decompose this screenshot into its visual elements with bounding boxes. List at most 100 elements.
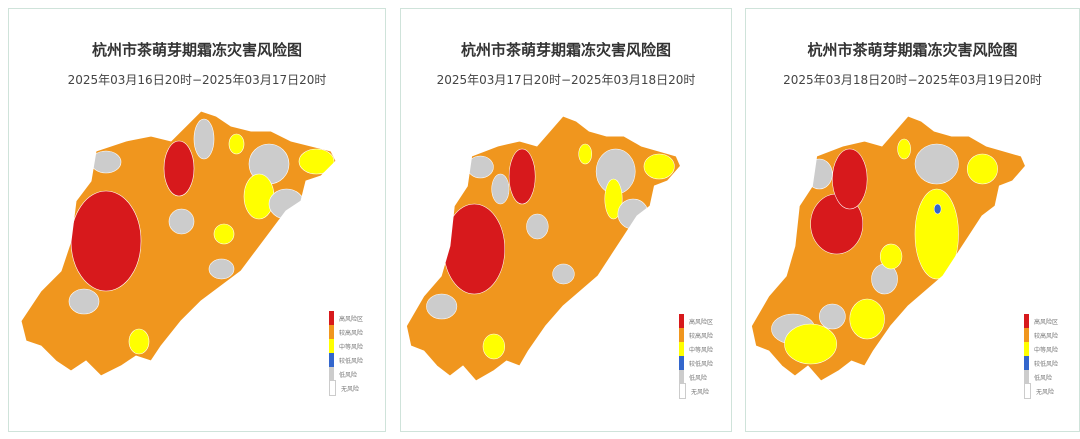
legend-item: 高风险区 [679, 314, 729, 328]
legend-label: 低风险 [339, 371, 358, 379]
boundary [20, 110, 337, 377]
legend-label: 高风险区 [339, 315, 364, 323]
risk-area [298, 148, 335, 175]
legend-swatch [329, 339, 334, 353]
legend-swatch [329, 380, 336, 396]
risk-area [508, 148, 536, 205]
legend-swatch [1024, 356, 1029, 370]
legend-item: 高风险区 [329, 311, 379, 325]
legend-label: 较低风险 [1034, 360, 1059, 368]
map-panel-1: 杭州市茶萌芽期霜冻灾害风险图 2025年03月16日20时−2025年03月17… [8, 8, 386, 432]
risk-area [193, 118, 215, 160]
legend-label: 无风险 [691, 388, 710, 396]
map-title: 杭州市茶萌芽期霜冻灾害风险图 [91, 41, 302, 59]
map-subtitle: 2025年03月18日20时−2025年03月19日20时 [783, 73, 1042, 87]
legend-label: 较低风险 [689, 360, 714, 368]
map-subtitle: 2025年03月16日20时−2025年03月17日20时 [67, 73, 327, 87]
risk-area [849, 298, 885, 340]
legend-item: 低风险 [1024, 370, 1074, 384]
risk-area [213, 223, 235, 245]
legend-item: 中等风险 [329, 339, 379, 353]
legend-swatch [679, 342, 684, 356]
legend-item: 无风险 [679, 383, 729, 399]
legend-item: 中等风险 [1024, 342, 1074, 356]
legend-item: 较高风险 [1024, 328, 1074, 342]
legend: 高风险区较高风险中等风险较低风险低风险无风险 [679, 314, 729, 399]
legend-item: 高风险区 [1024, 314, 1074, 328]
risk-map [20, 110, 337, 377]
risk-area [819, 303, 846, 330]
legend-swatch [679, 383, 686, 399]
risk-area [643, 153, 675, 180]
risk-area [128, 328, 150, 355]
legend-swatch [1024, 342, 1029, 356]
legend-swatch [1024, 383, 1031, 399]
legend-swatch [679, 356, 684, 370]
legend-label: 较高风险 [339, 329, 364, 337]
risk-area [482, 333, 506, 360]
legend-item: 较低风险 [679, 356, 729, 370]
legend-item: 较高风险 [679, 328, 729, 342]
risk-area [914, 143, 959, 185]
risk-area [604, 178, 623, 220]
legend-item: 低风险 [679, 370, 729, 384]
risk-area [832, 148, 868, 210]
risk-map [750, 115, 1027, 382]
legend-label: 中等风险 [339, 343, 364, 351]
legend-label: 较低风险 [339, 357, 364, 365]
legend-swatch [329, 353, 334, 367]
legend-label: 较高风险 [1034, 332, 1059, 340]
legend-swatch [679, 314, 684, 328]
legend-label: 无风险 [341, 385, 360, 393]
risk-area [784, 323, 837, 365]
legend-swatch [1024, 314, 1029, 328]
legend: 高风险区较高风险中等风险较低风险低风险无风险 [329, 311, 379, 396]
risk-area [617, 198, 649, 230]
risk-area [168, 208, 195, 235]
risk-area [966, 153, 998, 185]
risk-area [933, 203, 942, 215]
legend-label: 高风险区 [689, 318, 714, 326]
risk-area [578, 143, 593, 165]
legend-item: 无风险 [329, 380, 379, 396]
legend-label: 高风险区 [1034, 318, 1059, 326]
legend-swatch [329, 311, 334, 325]
map-panel-3: 杭州市茶萌芽期霜冻灾害风险图 2025年03月18日20时−2025年03月19… [745, 8, 1080, 432]
risk-map [405, 115, 682, 382]
risk-area [897, 138, 911, 160]
legend-swatch [1024, 328, 1029, 342]
map-panel-2: 杭州市茶萌芽期霜冻灾害风险图 2025年03月17日20时−2025年03月18… [400, 8, 732, 432]
legend-label: 无风险 [1036, 388, 1055, 396]
legend-swatch [329, 367, 334, 381]
risk-area [805, 158, 833, 190]
risk-area [426, 293, 458, 320]
legend-item: 无风险 [1024, 383, 1074, 399]
risk-area [243, 173, 275, 220]
legend-label: 低风险 [1034, 374, 1053, 382]
legend-label: 中等风险 [689, 346, 714, 354]
map-subtitle: 2025年03月17日20时−2025年03月18日20时 [436, 73, 696, 87]
risk-area [491, 173, 510, 205]
legend-label: 中等风险 [1034, 346, 1059, 354]
risk-area [914, 188, 959, 280]
legend-item: 低风险 [329, 367, 379, 381]
risk-area [526, 213, 549, 240]
legend-swatch [679, 328, 684, 342]
risk-area [70, 190, 142, 292]
boundary [405, 115, 682, 382]
risk-area [163, 140, 195, 197]
legend-swatch [679, 370, 684, 384]
risk-area [879, 243, 903, 270]
risk-area [268, 188, 305, 220]
legend-item: 较低风险 [1024, 356, 1074, 370]
legend-label: 低风险 [689, 374, 708, 382]
legend-item: 较低风险 [329, 353, 379, 367]
risk-area [228, 133, 245, 155]
legend-item: 中等风险 [679, 342, 729, 356]
risk-area [68, 288, 100, 315]
legend-swatch [329, 325, 334, 339]
boundary [750, 115, 1027, 382]
risk-area [208, 258, 235, 280]
county-region [406, 116, 681, 381]
legend-swatch [1024, 370, 1029, 384]
